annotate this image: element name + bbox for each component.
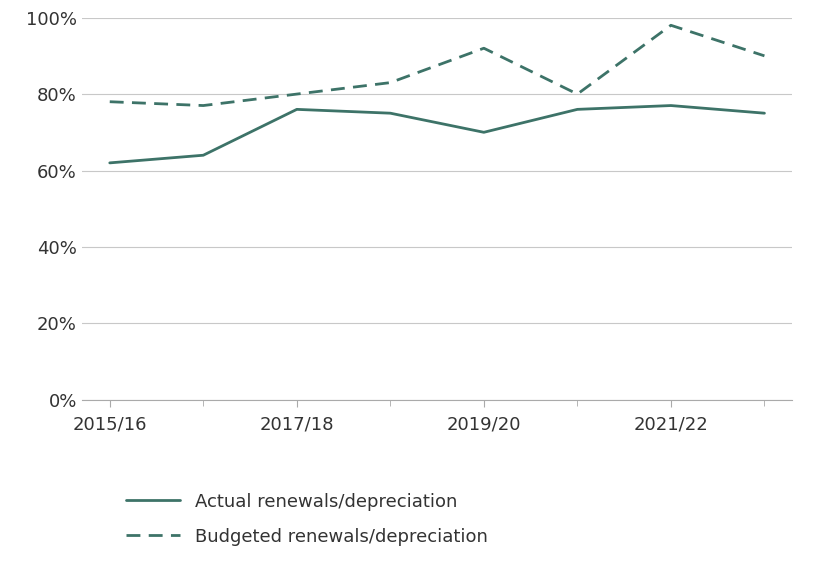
Legend: Actual renewals/depreciation, Budgeted renewals/depreciation: Actual renewals/depreciation, Budgeted r…	[127, 493, 488, 546]
Actual renewals/depreciation	[386, 109, 395, 116]
Actual renewals/depreciation	[573, 106, 583, 113]
Budgeted renewals/depreciation	[479, 45, 489, 52]
Actual renewals/depreciation	[760, 109, 770, 116]
Budgeted renewals/depreciation	[199, 102, 208, 109]
Budgeted renewals/depreciation	[105, 98, 114, 105]
Budgeted renewals/depreciation	[666, 22, 676, 29]
Budgeted renewals/depreciation	[760, 52, 770, 59]
Actual renewals/depreciation	[105, 159, 114, 166]
Budgeted renewals/depreciation	[386, 79, 395, 86]
Budgeted renewals/depreciation	[292, 91, 301, 98]
Actual renewals/depreciation	[666, 102, 676, 109]
Actual renewals/depreciation	[479, 129, 489, 136]
Line: Budgeted renewals/depreciation: Budgeted renewals/depreciation	[109, 25, 765, 106]
Line: Actual renewals/depreciation: Actual renewals/depreciation	[109, 106, 765, 163]
Budgeted renewals/depreciation	[573, 91, 583, 98]
Actual renewals/depreciation	[292, 106, 301, 113]
Actual renewals/depreciation	[199, 152, 208, 159]
